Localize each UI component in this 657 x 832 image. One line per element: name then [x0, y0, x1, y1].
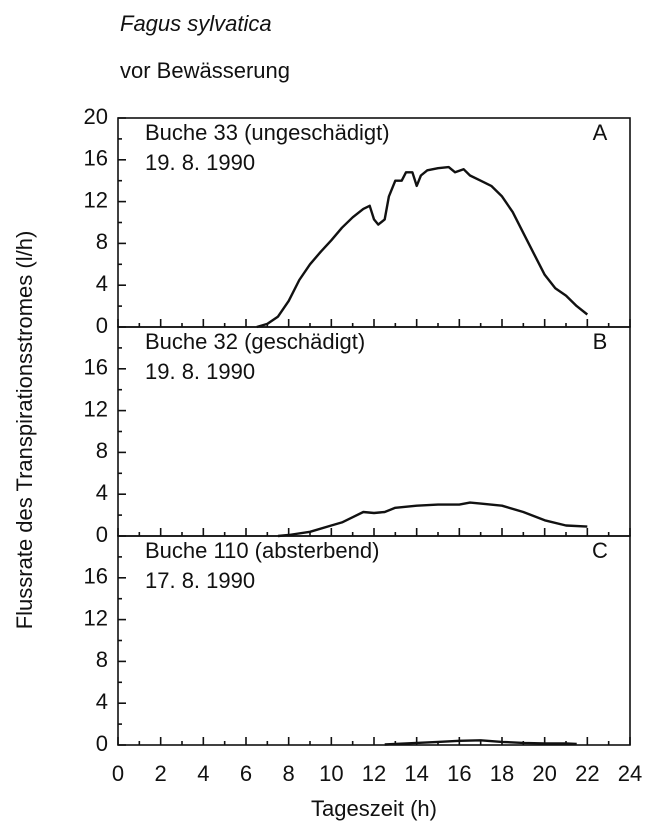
line [256, 165, 589, 329]
y-tick-label: 4 [96, 271, 108, 296]
x-tick-label: 16 [447, 761, 471, 786]
y-tick-label: 0 [96, 313, 108, 338]
panel-label: Buche 32 (geschädigt) [145, 329, 365, 354]
x-tick-label: 18 [490, 761, 514, 786]
x-tick-label: 12 [362, 761, 386, 786]
panel-letter: B [593, 329, 608, 354]
y-axis-label: Flussrate des Transpirationsstromes (l/h… [12, 231, 37, 630]
x-tick-label: 10 [319, 761, 343, 786]
x-tick-label: 24 [618, 761, 642, 786]
line [277, 501, 588, 538]
x-tick-label: 8 [283, 761, 295, 786]
title: Fagus sylvatica [120, 11, 272, 36]
x-axis-label: Tageszeit (h) [311, 796, 437, 821]
y-tick-label: 16 [84, 355, 108, 380]
y-tick-label: 12 [84, 187, 108, 212]
panel-date: 19. 8. 1990 [145, 150, 255, 175]
panel-label: Buche 33 (ungeschädigt) [145, 120, 390, 145]
y-tick-label: 12 [84, 605, 108, 630]
x-tick-label: 2 [155, 761, 167, 786]
x-tick-label: 22 [575, 761, 599, 786]
x-tick-label: 0 [112, 761, 124, 786]
subtitle: vor Bewässerung [120, 58, 290, 83]
x-tick-label: 4 [197, 761, 209, 786]
y-tick-label: 4 [96, 480, 108, 505]
panel-date: 19. 8. 1990 [145, 359, 255, 384]
panel-letter: A [593, 120, 608, 145]
panel-label: Buche 110 (absterbend) [145, 538, 379, 563]
y-tick-label: 8 [96, 229, 108, 254]
y-tick-label: 0 [96, 522, 108, 547]
y-tick-label: 12 [84, 396, 108, 421]
y-tick-label: 16 [84, 146, 108, 171]
y-tick-label: 16 [84, 564, 108, 589]
line [384, 739, 577, 746]
y-tick-label: 0 [96, 731, 108, 756]
x-tick-label: 6 [240, 761, 252, 786]
panel-letter: C [592, 538, 608, 563]
x-tick-label: 20 [532, 761, 556, 786]
x-tick-label: 14 [404, 761, 428, 786]
y-tick-label: 8 [96, 647, 108, 672]
y-tick-label: 8 [96, 438, 108, 463]
panel-date: 17. 8. 1990 [145, 568, 255, 593]
y-tick-label: 4 [96, 689, 108, 714]
y-tick-label: 20 [84, 104, 108, 129]
